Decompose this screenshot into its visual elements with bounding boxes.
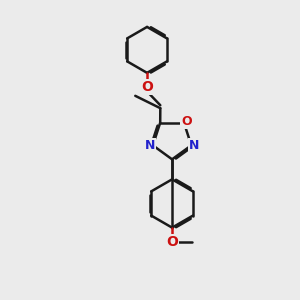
Text: N: N [145,139,155,152]
Text: O: O [166,235,178,249]
Text: O: O [141,80,153,94]
Text: O: O [181,115,192,128]
Text: N: N [189,139,200,152]
